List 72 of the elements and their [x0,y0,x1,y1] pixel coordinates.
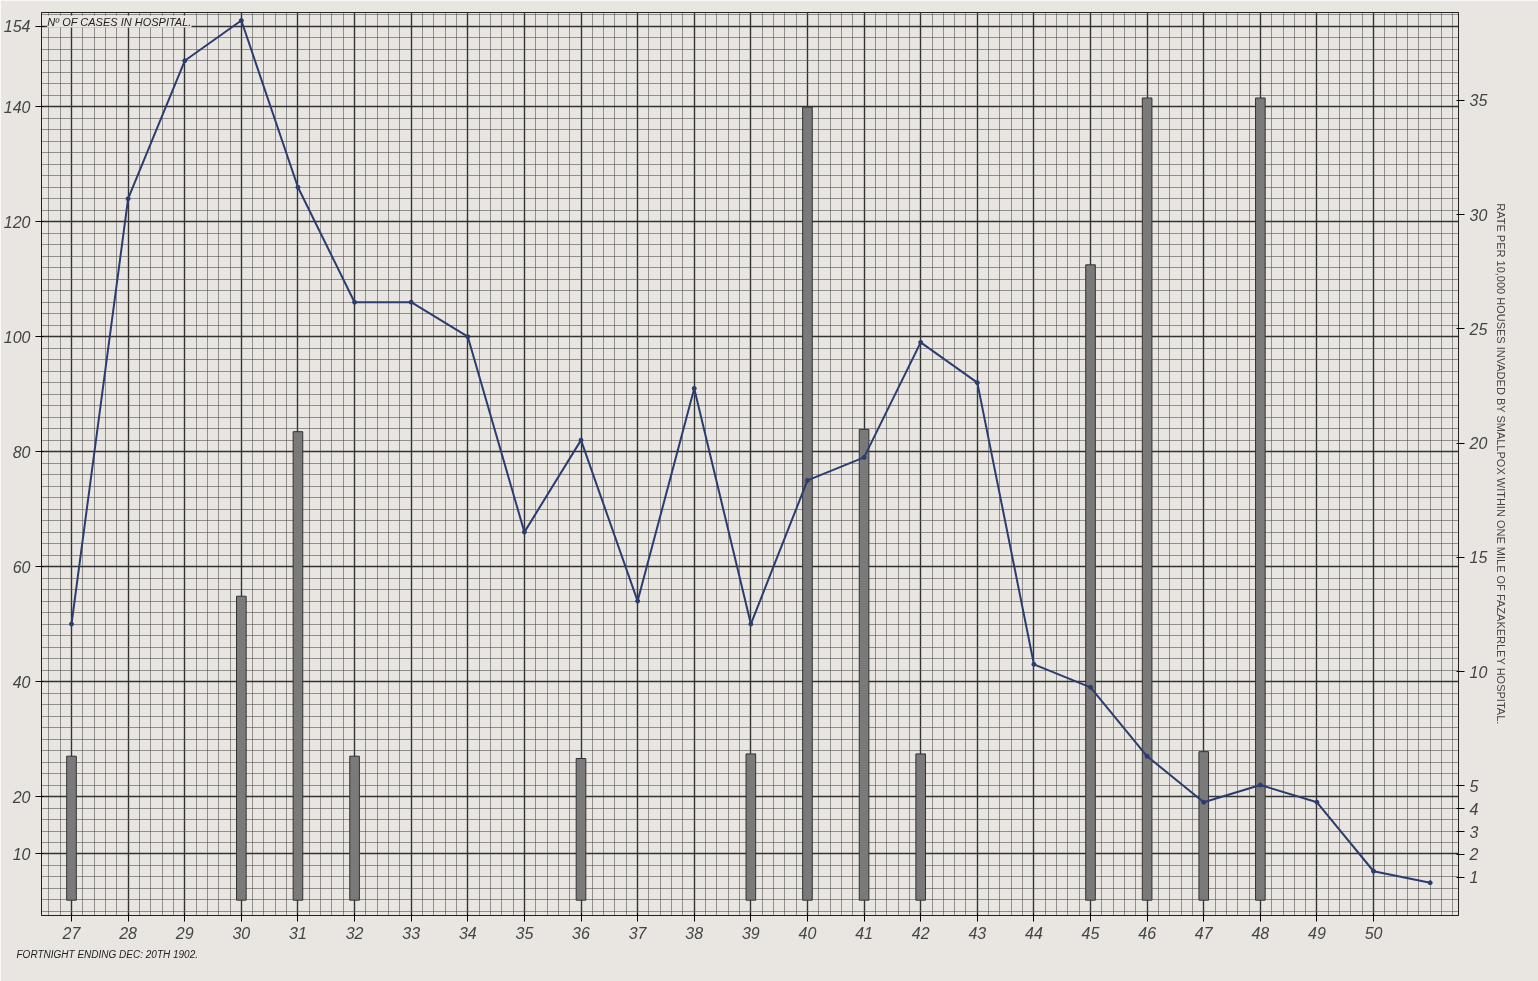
y2-tick-label: 2 [1468,846,1479,864]
point [1201,799,1207,805]
y2-tick-label: 35 [1469,92,1488,110]
y-tick-label: 10 [12,846,31,863]
x-tick-label: 34 [458,924,477,942]
point [1427,880,1433,886]
x-tick-label: 33 [402,924,421,942]
point [521,529,527,535]
x-tick-label: 36 [572,924,591,942]
x-tick-label: 50 [1364,924,1383,942]
y-tick-label: 100 [3,328,31,346]
y-tick-label: 140 [3,98,31,116]
y-tick-label: 80 [12,443,31,461]
y-tick-label: 40 [12,673,31,691]
x-tick-label: 44 [1025,924,1043,942]
y-tick-label: 60 [12,558,31,576]
point [1144,753,1150,759]
x-tick-label: 35 [515,924,534,942]
point [748,621,754,627]
point [804,477,810,483]
y-axis-title: Nº OF CASES IN HOSPITAL. [47,15,192,28]
y2-tick-label: 3 [1469,823,1479,841]
point [352,299,358,305]
x-tick-label: 30 [232,924,251,942]
point [635,598,641,604]
x-tick-label: 29 [174,924,194,942]
x-tick-label: 48 [1251,924,1270,942]
y-tick-label: 120 [3,213,31,231]
point [1088,684,1094,690]
y2-tick-label: 25 [1468,320,1488,338]
y2-tick-label: 4 [1469,800,1479,818]
y2-tick-label: 10 [1469,663,1488,681]
point [1257,782,1263,788]
point [295,184,301,190]
x-tick-label: 32 [345,924,364,942]
x-tick-label: 42 [911,924,930,942]
point [1314,799,1320,805]
y2-tick-label: 20 [1468,435,1488,453]
x-tick-label: 31 [289,924,307,942]
x-tick-label: 41 [855,924,873,942]
y2-tick-label: 30 [1469,206,1488,224]
point [465,334,471,340]
point [1031,661,1037,667]
x-tick-label: 28 [118,924,138,942]
x-tick-label: 49 [1308,924,1326,942]
x-tick-label: 45 [1081,924,1100,942]
point [69,621,74,627]
point [918,339,924,345]
point [1371,868,1377,874]
x-tick-label: 47 [1194,924,1214,942]
y-tick-label: 20 [11,788,31,806]
point [182,58,188,64]
y2-tick-label: 5 [1469,777,1479,795]
point [408,299,414,305]
point [578,437,584,443]
x-tick-label: 46 [1138,924,1157,942]
x-axis-title: FORTNIGHT ENDING DEC: 20TH 1902. [16,948,199,960]
y2-axis-title: RATE PER 10,000 HOUSES INVADED BY SMALLPOX WITHIN ONE MILE OF FAZAKERLEY HOSPITAL. [1495,203,1508,725]
x-tick-label: 39 [741,924,760,942]
y-tick-label: 154 [3,18,31,36]
point [691,385,697,391]
point [974,380,980,386]
x-tick-label: 40 [798,924,817,942]
point [861,454,867,460]
x-tick-label: 38 [685,924,704,942]
y2-tick-label: 1 [1469,869,1479,887]
x-tick-label: 37 [628,924,648,942]
x-tick-label: 43 [968,924,987,942]
x-tick-label: 27 [61,924,82,942]
point [125,196,131,202]
point [238,18,244,24]
y2-tick-label: 15 [1469,549,1488,567]
